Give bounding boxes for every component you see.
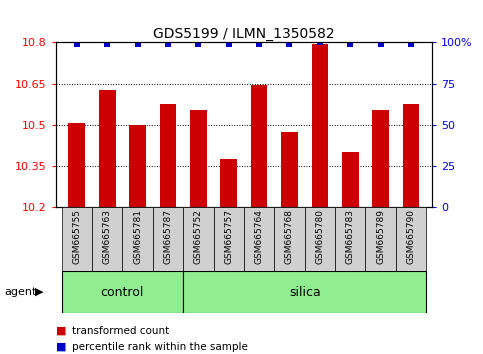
Text: GSM665787: GSM665787 — [163, 209, 172, 264]
Bar — [305, 207, 335, 271]
Bar — [403, 104, 419, 207]
Text: GSM665780: GSM665780 — [315, 209, 325, 264]
Bar — [183, 271, 426, 313]
Point — [134, 41, 142, 47]
Text: GSM665763: GSM665763 — [103, 209, 112, 264]
Text: GSM665790: GSM665790 — [407, 209, 415, 264]
Text: GSM665764: GSM665764 — [255, 209, 264, 264]
Point — [103, 41, 111, 47]
Text: GSM665755: GSM665755 — [72, 209, 81, 264]
Point — [164, 41, 172, 47]
Point — [346, 41, 354, 47]
Point — [225, 41, 233, 47]
Text: GSM665752: GSM665752 — [194, 209, 203, 264]
Bar — [312, 44, 328, 207]
Bar — [281, 132, 298, 207]
Text: GSM665783: GSM665783 — [346, 209, 355, 264]
Bar — [153, 207, 183, 271]
Bar — [92, 207, 122, 271]
Bar — [342, 152, 358, 207]
Point — [73, 41, 81, 47]
Bar — [129, 125, 146, 207]
Text: ▶: ▶ — [35, 287, 44, 297]
Bar — [251, 85, 268, 207]
Bar — [62, 207, 92, 271]
Text: GSM665781: GSM665781 — [133, 209, 142, 264]
Bar — [274, 207, 305, 271]
Bar — [244, 207, 274, 271]
Point — [255, 41, 263, 47]
Bar — [159, 104, 176, 207]
Text: agent: agent — [5, 287, 37, 297]
Text: GSM665768: GSM665768 — [285, 209, 294, 264]
Text: GSM665789: GSM665789 — [376, 209, 385, 264]
Bar — [335, 207, 366, 271]
Bar — [62, 271, 183, 313]
Point — [195, 41, 202, 47]
Bar — [122, 207, 153, 271]
Bar — [366, 207, 396, 271]
Bar — [69, 124, 85, 207]
Text: percentile rank within the sample: percentile rank within the sample — [72, 342, 248, 352]
Text: ■: ■ — [56, 326, 66, 336]
Text: transformed count: transformed count — [72, 326, 170, 336]
Bar — [190, 110, 207, 207]
Bar — [396, 207, 426, 271]
Point — [407, 41, 415, 47]
Bar — [220, 159, 237, 207]
Text: control: control — [100, 286, 144, 298]
Text: GSM665757: GSM665757 — [224, 209, 233, 264]
Point — [285, 41, 293, 47]
Point — [377, 41, 384, 47]
Bar — [213, 207, 244, 271]
Bar — [372, 110, 389, 207]
Bar — [183, 207, 213, 271]
Text: silica: silica — [289, 286, 321, 298]
Text: ■: ■ — [56, 342, 66, 352]
Point — [316, 40, 324, 45]
Title: GDS5199 / ILMN_1350582: GDS5199 / ILMN_1350582 — [153, 28, 335, 41]
Bar — [99, 91, 115, 207]
